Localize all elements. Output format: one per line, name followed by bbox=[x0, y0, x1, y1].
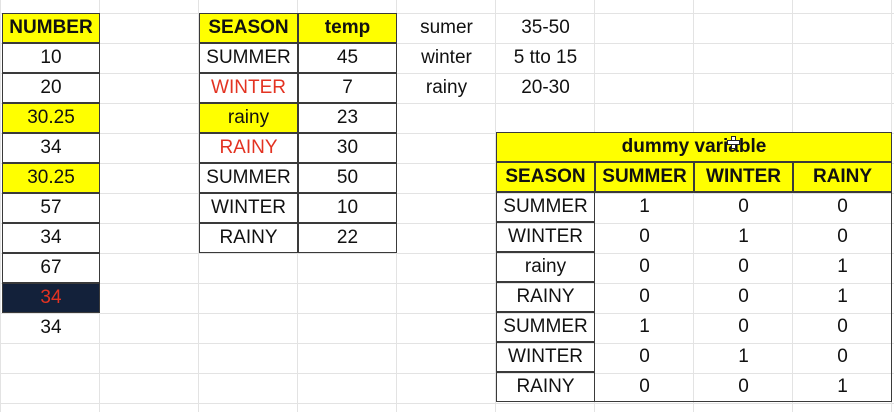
dummy-value-cell[interactable]: 0 bbox=[738, 196, 749, 217]
dummy-value-cell[interactable]: 0 bbox=[738, 256, 749, 277]
season-cell[interactable]: WINTER bbox=[199, 193, 298, 223]
number-cell[interactable]: 67 bbox=[2, 253, 100, 283]
dummy-season-cell[interactable]: RAINY bbox=[496, 282, 595, 312]
dummy-header-winter[interactable]: WINTER bbox=[694, 162, 793, 192]
number-header[interactable]: NUMBER bbox=[2, 13, 100, 43]
number-cell-highlighted[interactable]: 30.25 bbox=[2, 163, 100, 193]
season-cell[interactable]: RAINY bbox=[199, 223, 298, 253]
dummy-value-cell[interactable]: 0 bbox=[639, 376, 650, 397]
dummy-value-cell[interactable]: 1 bbox=[837, 286, 848, 307]
dummy-value-cell[interactable]: 1 bbox=[639, 316, 650, 337]
dummy-value-cell[interactable]: 0 bbox=[639, 256, 650, 277]
dummy-value-cell[interactable]: 1 bbox=[738, 226, 749, 247]
dummy-season-cell[interactable]: SUMMER bbox=[496, 192, 595, 222]
number-cell[interactable]: 34 bbox=[40, 317, 62, 338]
dummy-season-cell[interactable]: RAINY bbox=[496, 372, 595, 402]
dummy-header-summer[interactable]: SUMMER bbox=[595, 162, 694, 192]
dummy-season-cell[interactable]: WINTER bbox=[496, 342, 595, 372]
range-value[interactable]: 35-50 bbox=[521, 17, 570, 38]
temp-header[interactable]: temp bbox=[298, 13, 397, 43]
range-value[interactable]: 20-30 bbox=[521, 77, 570, 98]
dummy-season-cell[interactable]: SUMMER bbox=[496, 312, 595, 342]
number-cell-selected[interactable]: 34 bbox=[2, 283, 100, 313]
season-cell-highlighted[interactable]: rainy bbox=[199, 103, 298, 133]
temp-cell[interactable]: 45 bbox=[298, 43, 397, 73]
number-cell[interactable]: 57 bbox=[2, 193, 100, 223]
dummy-variable-title[interactable]: dummy variable bbox=[496, 132, 892, 162]
dummy-value-cell[interactable]: 1 bbox=[837, 376, 848, 397]
temp-cell[interactable]: 22 bbox=[298, 223, 397, 253]
dummy-value-cell[interactable]: 0 bbox=[837, 196, 848, 217]
temp-cell[interactable]: 7 bbox=[298, 73, 397, 103]
dummy-value-cell[interactable]: 1 bbox=[639, 196, 650, 217]
season-cell-red[interactable]: WINTER bbox=[199, 73, 298, 103]
dummy-value-cell[interactable]: 0 bbox=[639, 346, 650, 367]
temp-cell[interactable]: 50 bbox=[298, 163, 397, 193]
season-cell[interactable]: SUMMER bbox=[199, 43, 298, 73]
dummy-value-cell[interactable]: 1 bbox=[837, 256, 848, 277]
dummy-value-cell[interactable]: 0 bbox=[738, 286, 749, 307]
number-cell[interactable]: 20 bbox=[2, 73, 100, 103]
number-cell-highlighted[interactable]: 30.25 bbox=[2, 103, 100, 133]
range-label[interactable]: winter bbox=[421, 47, 472, 68]
number-cell[interactable]: 34 bbox=[2, 133, 100, 163]
temp-cell[interactable]: 30 bbox=[298, 133, 397, 163]
dummy-value-cell[interactable]: 0 bbox=[837, 226, 848, 247]
range-label[interactable]: sumer bbox=[420, 17, 473, 38]
season-cell-red[interactable]: RAINY bbox=[199, 133, 298, 163]
dummy-value-cell[interactable]: 1 bbox=[738, 346, 749, 367]
dummy-value-cell[interactable]: 0 bbox=[639, 286, 650, 307]
dummy-value-cell[interactable]: 0 bbox=[837, 346, 848, 367]
season-cell[interactable]: SUMMER bbox=[199, 163, 298, 193]
range-label[interactable]: rainy bbox=[425, 77, 468, 98]
cell-cursor-icon bbox=[727, 136, 740, 149]
dummy-header-season[interactable]: SEASON bbox=[496, 162, 595, 192]
dummy-value-cell[interactable]: 0 bbox=[738, 376, 749, 397]
dummy-value-cell[interactable]: 0 bbox=[639, 226, 650, 247]
dummy-value-cell[interactable]: 0 bbox=[738, 316, 749, 337]
dummy-header-rainy[interactable]: RAINY bbox=[793, 162, 892, 192]
dummy-season-cell[interactable]: WINTER bbox=[496, 222, 595, 252]
temp-cell[interactable]: 23 bbox=[298, 103, 397, 133]
temp-cell[interactable]: 10 bbox=[298, 193, 397, 223]
range-value[interactable]: 5 tto 15 bbox=[513, 47, 578, 68]
dummy-season-cell[interactable]: rainy bbox=[496, 252, 595, 282]
season-header[interactable]: SEASON bbox=[199, 13, 298, 43]
number-cell[interactable]: 34 bbox=[2, 223, 100, 253]
number-cell[interactable]: 10 bbox=[2, 43, 100, 73]
dummy-value-cell[interactable]: 0 bbox=[837, 316, 848, 337]
